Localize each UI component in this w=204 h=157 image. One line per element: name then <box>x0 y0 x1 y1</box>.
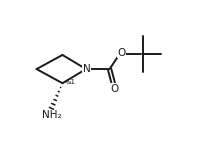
Text: O: O <box>110 84 118 94</box>
Text: N: N <box>82 64 90 74</box>
Text: O: O <box>117 48 125 58</box>
Text: NH₂: NH₂ <box>41 110 61 120</box>
Text: &1: &1 <box>65 79 75 85</box>
